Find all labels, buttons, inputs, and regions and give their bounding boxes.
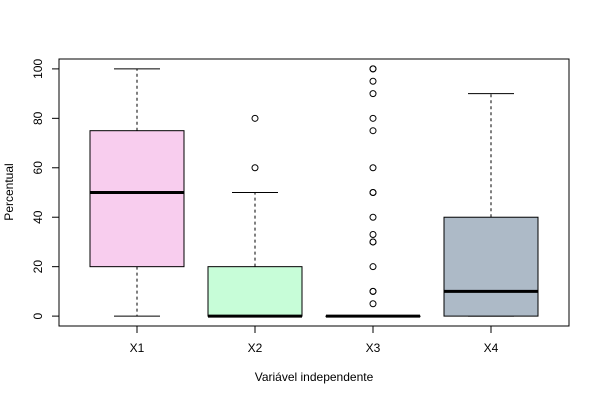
x-axis-label: Variável independente — [255, 370, 374, 384]
y-axis: 0 20 40 60 80 100 — [31, 59, 60, 319]
box-x3 — [325, 65, 421, 318]
outlier-point — [369, 213, 377, 221]
box-group — [89, 65, 539, 318]
outlier-point — [369, 287, 377, 295]
outlier-point — [369, 164, 377, 172]
x-tick-label: X2 — [248, 341, 263, 355]
box-iqr — [443, 216, 539, 317]
outlier-point — [369, 65, 377, 73]
box-x2 — [207, 114, 303, 318]
x-axis: X1 X2 X3 X4 — [130, 325, 499, 355]
y-tick-label: 20 — [31, 260, 45, 274]
box-x4 — [443, 93, 539, 317]
outlier-point — [369, 77, 377, 85]
outlier-point — [369, 238, 377, 246]
outlier-point — [369, 114, 377, 122]
y-tick-label: 40 — [31, 210, 45, 224]
box-iqr — [89, 130, 185, 268]
x-tick-label: X1 — [130, 341, 145, 355]
outlier-point — [369, 263, 377, 271]
outlier-point — [369, 90, 377, 98]
outlier-point — [251, 114, 259, 122]
outlier-point — [369, 231, 377, 239]
outlier-point — [369, 189, 377, 196]
outlier-point — [369, 127, 377, 135]
outlier-point — [251, 164, 259, 172]
y-tick-label: 0 — [31, 312, 45, 319]
box-iqr — [207, 266, 303, 317]
y-tick-label: 80 — [31, 111, 45, 125]
x-tick-label: X3 — [366, 341, 381, 355]
x-tick-label: X4 — [484, 341, 499, 355]
outlier-point — [369, 300, 377, 308]
y-tick-label: 60 — [31, 161, 45, 175]
y-axis-label: Percentual — [2, 163, 16, 220]
y-tick-label: 100 — [31, 59, 45, 79]
box-x1 — [89, 68, 185, 317]
